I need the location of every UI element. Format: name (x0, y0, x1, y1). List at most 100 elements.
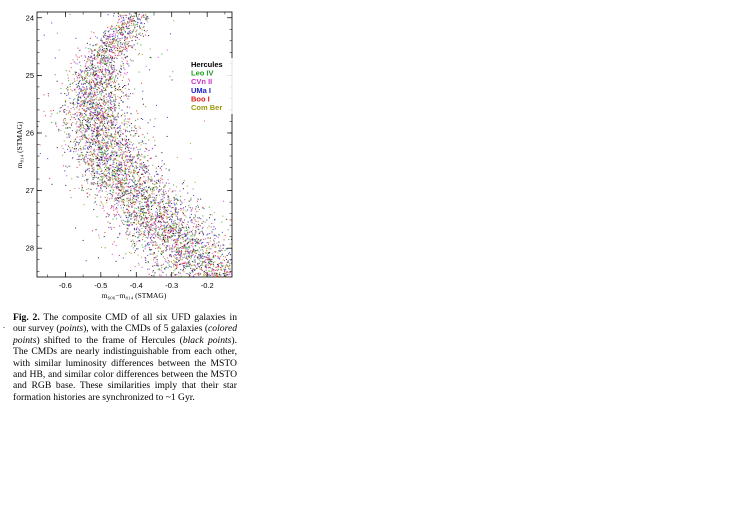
data-point (163, 250, 165, 252)
data-point (155, 225, 157, 227)
data-point (195, 273, 197, 275)
data-point (128, 224, 130, 226)
data-point (193, 264, 195, 266)
data-point (106, 183, 108, 185)
data-point (228, 239, 230, 241)
data-point (176, 238, 178, 240)
data-point (80, 131, 82, 133)
data-point (196, 256, 198, 258)
data-point (85, 65, 87, 67)
data-point (200, 218, 202, 220)
data-point (126, 43, 128, 45)
data-point (205, 258, 207, 260)
data-point (211, 270, 213, 272)
data-point (124, 212, 126, 214)
data-point (216, 275, 218, 277)
data-point (56, 125, 58, 127)
data-point (101, 45, 103, 47)
data-point (166, 207, 168, 209)
data-point (119, 182, 121, 184)
data-point (192, 242, 194, 244)
data-point (115, 129, 117, 131)
data-point (105, 38, 107, 40)
data-point (143, 26, 145, 28)
data-point (100, 119, 102, 121)
data-point (75, 144, 77, 146)
data-point (94, 49, 96, 51)
data-point (88, 167, 90, 169)
data-point (88, 117, 90, 119)
data-point (115, 213, 117, 215)
data-point (114, 158, 116, 160)
data-point (146, 217, 148, 219)
data-point (204, 221, 206, 223)
data-point (173, 240, 175, 242)
data-point (139, 210, 141, 212)
data-point (117, 30, 119, 32)
data-point (97, 118, 99, 120)
data-point (102, 160, 104, 162)
data-point (154, 200, 156, 202)
data-point (173, 276, 175, 278)
data-point (109, 222, 111, 224)
data-point (126, 208, 128, 210)
data-point (123, 223, 125, 225)
data-point (209, 237, 211, 239)
data-point (166, 135, 168, 137)
data-point (91, 87, 93, 89)
data-point (96, 123, 98, 125)
data-point (107, 148, 109, 150)
data-point (147, 160, 149, 162)
data-point (78, 88, 80, 90)
data-point (183, 182, 185, 184)
data-point (82, 80, 84, 82)
data-point (86, 121, 88, 123)
data-point (134, 135, 136, 137)
data-point (109, 156, 111, 158)
data-point (139, 191, 141, 193)
data-point (113, 31, 115, 33)
data-point (117, 160, 119, 162)
data-point (123, 188, 125, 190)
data-point (81, 131, 83, 133)
data-point (96, 110, 98, 112)
data-point (148, 210, 150, 212)
data-point (106, 38, 108, 40)
data-point (163, 245, 165, 247)
data-point (84, 108, 86, 110)
data-point (159, 269, 161, 271)
data-point (82, 137, 84, 139)
data-point (174, 235, 176, 237)
data-point (191, 231, 193, 233)
data-point (120, 27, 122, 29)
data-point (153, 259, 155, 261)
data-point (182, 236, 184, 238)
data-point (112, 190, 114, 192)
data-point (184, 245, 186, 247)
data-point (198, 272, 200, 274)
data-point (125, 23, 127, 25)
data-point (106, 170, 108, 172)
data-point (176, 239, 178, 241)
data-point (100, 171, 102, 173)
data-point (113, 100, 115, 102)
data-point (88, 118, 90, 120)
data-point (102, 139, 104, 141)
data-point (104, 63, 106, 65)
data-point (109, 135, 111, 137)
data-point (106, 177, 108, 179)
data-point (107, 215, 109, 217)
data-point (112, 116, 114, 118)
data-point (142, 169, 144, 171)
data-point (109, 45, 111, 47)
data-point (110, 78, 112, 80)
data-point (195, 208, 197, 210)
data-point (211, 252, 213, 254)
data-point (196, 211, 198, 213)
data-point (92, 172, 94, 174)
data-point (86, 42, 88, 44)
data-point (141, 167, 143, 169)
data-point (97, 257, 99, 259)
data-point (127, 144, 129, 146)
data-point (139, 186, 141, 188)
